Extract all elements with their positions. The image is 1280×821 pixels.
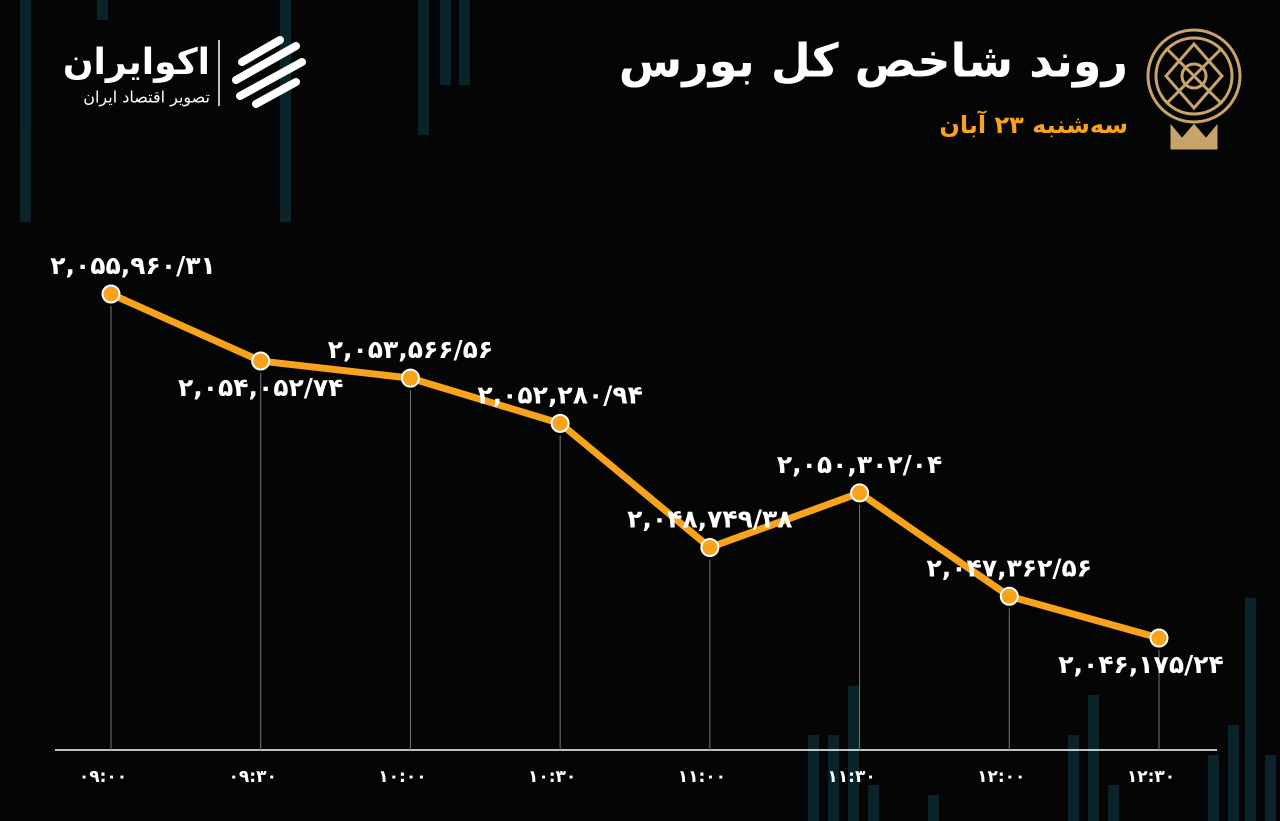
value-label: ۲,۰۵۲,۲۸۰/۹۴: [477, 380, 642, 409]
value-label: ۲,۰۵۵,۹۶۰/۳۱: [50, 251, 215, 280]
x-tick-label: ۰۹:۳۰: [229, 767, 277, 787]
exchange-emblem: [1146, 28, 1242, 150]
x-tick-label: ۱۲:۳۰: [1127, 767, 1175, 787]
x-tick-label: ۱۱:۰۰: [678, 767, 726, 787]
value-label: ۲,۰۴۶,۱۷۵/۲۴: [1058, 650, 1223, 679]
x-tick-label: ۱۲:۰۰: [977, 767, 1025, 787]
data-point: [850, 483, 870, 503]
series-line: [109, 290, 1160, 642]
value-label: ۲,۰۵۳,۵۶۶/۵۶: [328, 335, 493, 364]
x-tick-label: ۱۱:۳۰: [827, 767, 875, 787]
x-tick-label: ۱۰:۰۰: [378, 767, 426, 787]
chart-subtitle: سه‌شنبه ۲۳ آبان: [939, 110, 1128, 139]
x-tick-label: ۱۰:۳۰: [528, 767, 576, 787]
data-point: [1149, 628, 1169, 648]
chart-title: روند شاخص کل بورس: [619, 34, 1128, 88]
brand-logo: [232, 36, 306, 108]
value-label: ۲,۰۴۸,۷۴۹/۳۸: [627, 505, 792, 534]
brand-tagline: تصویر اقتصاد ایران: [83, 88, 210, 108]
data-point: [251, 351, 271, 371]
data-point: [101, 284, 121, 304]
data-point: [700, 538, 720, 558]
data-point: [999, 586, 1019, 606]
value-label: ۲,۰۵۰,۳۰۲/۰۴: [777, 450, 942, 479]
value-label: ۲,۰۵۴,۰۵۲/۷۴: [178, 373, 343, 402]
data-point: [550, 413, 570, 433]
brand-name: اکوایران: [63, 42, 210, 83]
data-point: [400, 368, 420, 388]
background-decoration: [20, 0, 1276, 821]
value-label: ۲,۰۴۷,۳۶۲/۵۶: [927, 553, 1092, 582]
x-tick-label: ۰۹:۰۰: [79, 767, 127, 787]
